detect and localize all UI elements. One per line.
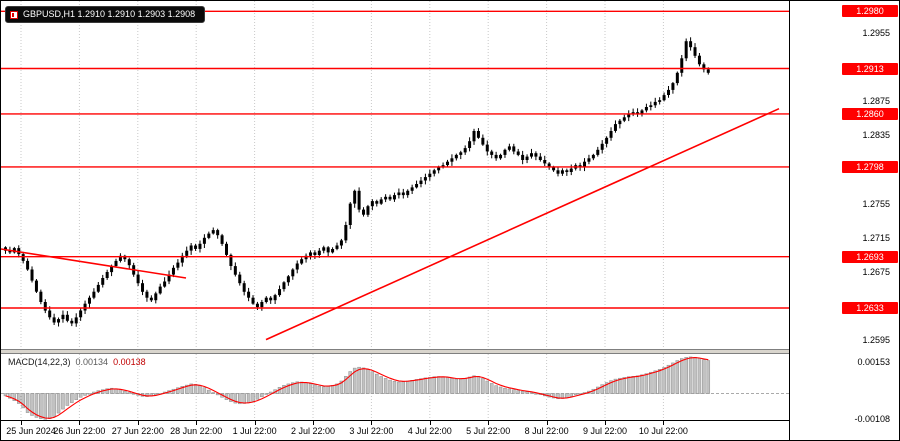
level-price-label: 1.2633 bbox=[842, 301, 898, 314]
time-tick-label: 25 Jun 2024 bbox=[6, 426, 56, 436]
main-chart-canvas[interactable] bbox=[1, 1, 789, 349]
time-tick-label: 4 Jul 22:00 bbox=[407, 426, 452, 436]
time-tick-mark bbox=[429, 421, 431, 425]
time-tick-label: 2 Jul 22:00 bbox=[290, 426, 336, 436]
trend-line[interactable] bbox=[265, 107, 780, 341]
price-tick-label: 1.2715 bbox=[862, 232, 890, 243]
time-tick-mark bbox=[137, 421, 139, 425]
candles-group bbox=[4, 37, 710, 327]
time-axis[interactable]: 25 Jun 2024 26 Jun 22:00 27 Jun 22:00 28 Ju… bbox=[1, 421, 789, 440]
level-price-label: 1.2980 bbox=[842, 5, 898, 18]
time-tick-label: 28 Jun 22:00 bbox=[170, 426, 223, 436]
level-lines-group[interactable] bbox=[1, 10, 789, 309]
macd-signal-value: 0.00138 bbox=[113, 357, 146, 367]
symbol-quote-text: GBPUSD,H1 1.2910 1.2910 1.2903 1.2908 bbox=[23, 9, 196, 19]
time-tick-label: 10 Jul 22:00 bbox=[638, 426, 688, 436]
panel-splitter[interactable] bbox=[1, 349, 899, 354]
time-tick-label: 5 Jul 22:00 bbox=[466, 426, 511, 436]
price-tick-label: 1.2595 bbox=[862, 335, 890, 346]
trend-line[interactable] bbox=[1, 248, 187, 279]
time-tick-label: 27 Jun 22:00 bbox=[111, 426, 164, 436]
time-tick-mark bbox=[371, 421, 373, 425]
macd-main-value: 0.00134 bbox=[75, 357, 109, 367]
price-tick-label: 1.2835 bbox=[862, 130, 890, 141]
time-tick-label: 8 Jul 22:00 bbox=[524, 426, 569, 436]
macd-name: MACD(14,22,3) bbox=[8, 357, 71, 367]
time-tick-mark bbox=[313, 421, 314, 425]
price-tick-label: 1.2755 bbox=[862, 198, 890, 209]
time-tick-label: 1 Jul 22:00 bbox=[232, 426, 277, 436]
level-price-label: 1.2913 bbox=[842, 62, 898, 75]
macd-signal-line bbox=[5, 357, 709, 419]
macd-canvas[interactable] bbox=[1, 354, 789, 421]
time-tick-mark bbox=[254, 421, 256, 425]
macd-scale-label: 0.00153 bbox=[857, 357, 890, 367]
price-tick-label: 1.2675 bbox=[862, 267, 890, 278]
level-price-label: 1.2693 bbox=[842, 250, 898, 263]
level-price-label: 1.2860 bbox=[842, 107, 898, 120]
level-price-label: 1.2798 bbox=[842, 160, 898, 173]
time-tick-label: 26 Jun 22:00 bbox=[53, 426, 106, 436]
time-tick-mark bbox=[196, 421, 198, 425]
time-tick-label: 3 Jul 22:00 bbox=[349, 426, 394, 436]
price-tick-label: 1.2875 bbox=[862, 96, 890, 107]
symbol-quote-label: GBPUSD,H1 1.2910 1.2910 1.2903 1.2908 bbox=[5, 6, 206, 23]
time-tick-mark bbox=[79, 421, 81, 425]
chart-symbol-icon bbox=[10, 10, 18, 19]
trendlines-group[interactable] bbox=[1, 107, 780, 341]
time-tick-mark bbox=[605, 421, 606, 425]
time-tick-mark bbox=[488, 421, 490, 425]
macd-indicator-label: MACD(14,22,3) 0.00134 0.00138 bbox=[8, 357, 146, 367]
time-tick-mark bbox=[546, 421, 548, 425]
time-tick-label: 9 Jul 22:00 bbox=[582, 426, 628, 436]
time-tick-mark bbox=[663, 421, 665, 425]
price-tick-label: 1.2955 bbox=[862, 27, 890, 38]
price-axis[interactable]: 1.2955 1.2875 1.2835 1.2755 1.2715 1.2675 1.25… bbox=[789, 1, 899, 440]
macd-scale-label: -0.00108 bbox=[854, 414, 890, 425]
time-tick-mark bbox=[21, 421, 22, 425]
